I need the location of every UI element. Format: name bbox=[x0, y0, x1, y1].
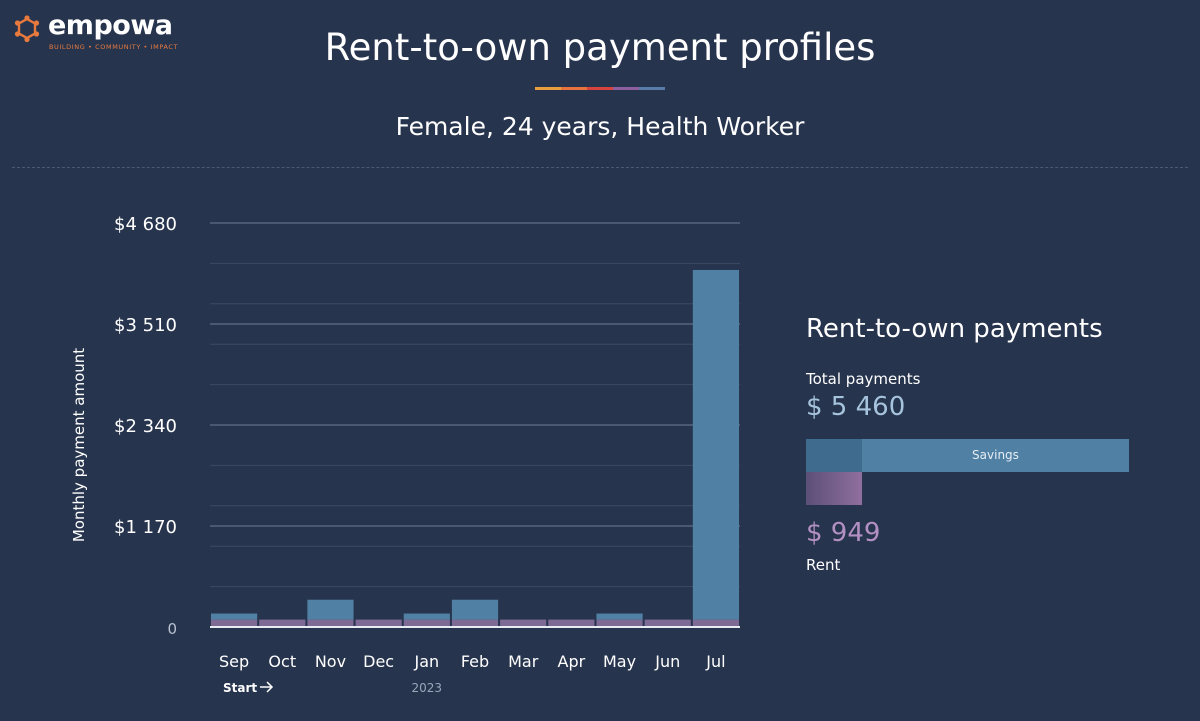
start-label: Start bbox=[223, 681, 257, 695]
underline-segment bbox=[587, 87, 613, 90]
bar-savings bbox=[211, 613, 258, 620]
underline-segment bbox=[613, 87, 639, 90]
bar-savings bbox=[692, 269, 739, 620]
bar-rent bbox=[307, 619, 354, 627]
underline-segment bbox=[535, 87, 561, 90]
x-tick-label: Mar bbox=[508, 652, 539, 671]
payment-bar-chart: 0 $1 170 $2 340 $3 510 $4 680 Sep Oct Nov Dec Jan… bbox=[70, 214, 740, 695]
bar-rent bbox=[355, 619, 402, 627]
savings-bar-overlap bbox=[806, 439, 862, 472]
year-label: 2023 bbox=[412, 681, 443, 695]
bar-savings bbox=[451, 599, 499, 620]
bar-savings bbox=[403, 613, 450, 620]
summary-title: Rent-to-own payments bbox=[806, 314, 1103, 344]
empowa-logo[interactable]: empowa BUILDING • COMMUNITY • IMPACT bbox=[12, 10, 178, 56]
savings-bar-label: Savings bbox=[972, 448, 1019, 462]
brand-name: empowa bbox=[48, 10, 173, 41]
x-tick-label: Jan bbox=[413, 652, 439, 671]
bar-rent bbox=[403, 619, 450, 627]
bar-rent bbox=[211, 619, 258, 627]
bar-rent bbox=[644, 619, 691, 627]
title-underline bbox=[535, 87, 665, 90]
x-tick-label: Feb bbox=[461, 652, 489, 671]
x-tick-label: Dec bbox=[363, 652, 394, 671]
rent-bar bbox=[806, 472, 862, 505]
y-tick-label: $2 340 bbox=[114, 416, 177, 437]
page-title: Rent-to-own payment profiles bbox=[324, 26, 876, 69]
hexagon-people-icon bbox=[14, 15, 40, 43]
page-subtitle: Female, 24 years, Health Worker bbox=[395, 112, 805, 141]
bar-rent bbox=[596, 619, 643, 627]
bar-rent bbox=[259, 619, 306, 627]
rent-label: Rent bbox=[806, 556, 841, 574]
rent-value: $ 949 bbox=[806, 518, 881, 548]
y-tick-label: $4 680 bbox=[114, 214, 177, 235]
section-divider bbox=[12, 167, 1188, 168]
bar-savings bbox=[307, 599, 354, 620]
x-tick-label: Apr bbox=[558, 652, 586, 671]
bar-savings bbox=[596, 613, 643, 620]
underline-segment bbox=[561, 87, 587, 90]
x-tick-label: Jul bbox=[705, 652, 725, 671]
brand-tagline: BUILDING • COMMUNITY • IMPACT bbox=[49, 43, 179, 51]
arrow-right-icon bbox=[260, 681, 274, 693]
bar-rent bbox=[692, 619, 739, 627]
bar-rent bbox=[548, 619, 595, 627]
y-axis-label: Monthly payment amount bbox=[70, 348, 88, 542]
y-tick-label: 0 bbox=[167, 620, 177, 638]
x-tick-label: Nov bbox=[315, 652, 346, 671]
underline-segment bbox=[639, 87, 665, 90]
total-payments-value: $ 5 460 bbox=[806, 392, 906, 422]
x-tick-label: May bbox=[603, 652, 636, 671]
x-tick-label: Oct bbox=[268, 652, 296, 671]
x-tick-label: Jun bbox=[654, 652, 680, 671]
y-tick-label: $1 170 bbox=[114, 517, 177, 538]
x-tick-label: Sep bbox=[219, 652, 249, 671]
bar-rent bbox=[500, 619, 547, 627]
bar-rent bbox=[451, 619, 499, 627]
y-tick-label: $3 510 bbox=[114, 315, 177, 336]
total-payments-label: Total payments bbox=[806, 370, 921, 388]
